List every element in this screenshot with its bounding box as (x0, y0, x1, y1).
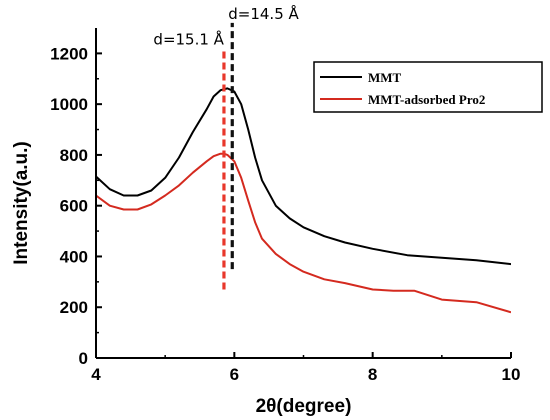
x-tick-label: 4 (91, 365, 101, 384)
legend-box (313, 61, 543, 113)
legend: MMT MMT-adsorbed Pro2 (313, 61, 543, 113)
annotation-label-0: d=15.1 Å (153, 29, 224, 48)
y-axis-title: Intensity(a.u.) (11, 141, 32, 265)
series-line-0 (96, 87, 511, 266)
series-layer (96, 87, 511, 314)
y-tick-label: 1000 (50, 95, 88, 114)
y-tick-label: 600 (60, 197, 88, 216)
annotation-layer: d=15.1 Åd=14.5 Å (153, 4, 300, 290)
x-axis-title: 2θ(degree) (256, 396, 352, 417)
y-tick-label: 0 (79, 349, 88, 368)
axes-layer: 4 6 8 10 0 200 400 600 800 1000 1200 2θ(degree) Inte… (11, 28, 520, 417)
legend-label-0: MMT (368, 70, 402, 85)
y-tick-label: 200 (60, 298, 88, 317)
legend-label-1: MMT-adsorbed Pro2 (368, 92, 485, 107)
x-tick-label: 8 (368, 365, 377, 384)
y-tick-label: 1200 (50, 44, 88, 63)
series-line-1 (96, 152, 511, 314)
y-tick-label: 400 (60, 247, 88, 266)
y-tick-label: 800 (60, 146, 88, 165)
x-tick-label: 6 (230, 365, 239, 384)
annotation-label-1: d=14.5 Å (228, 4, 299, 23)
x-tick-label: 10 (502, 365, 521, 384)
